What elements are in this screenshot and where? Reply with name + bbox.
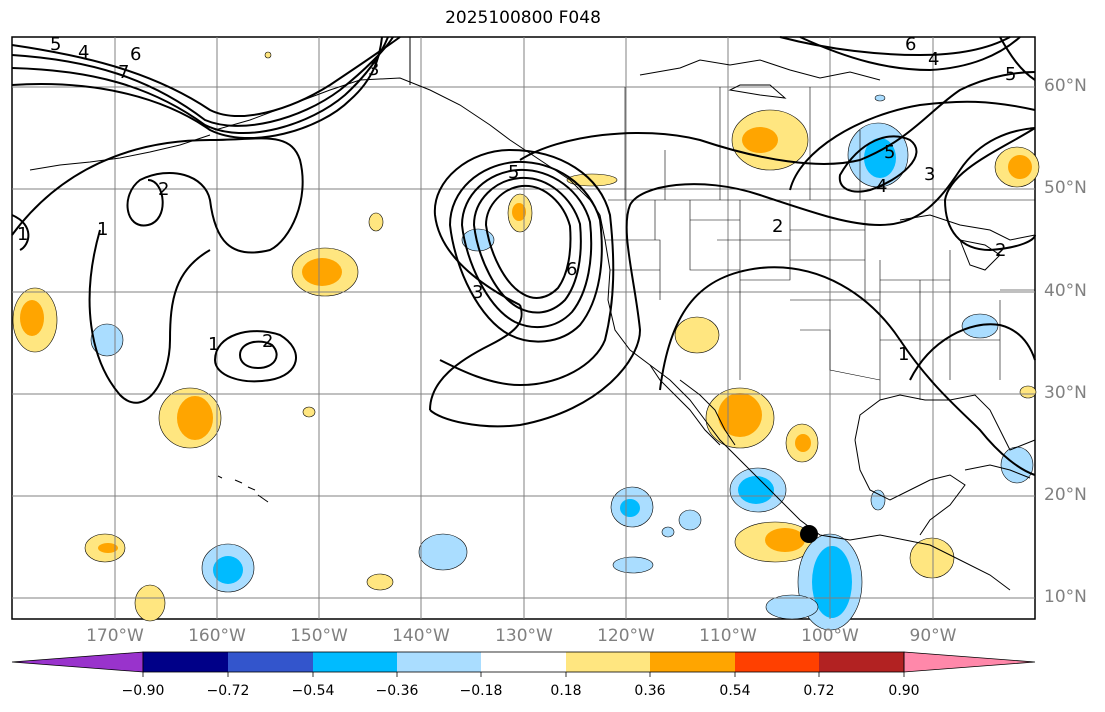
lon-label: 150°W bbox=[290, 626, 348, 646]
height-contours bbox=[11, 36, 1036, 476]
colorbar-tick-label: −0.36 bbox=[375, 683, 419, 699]
colorbar-tick-label: −0.54 bbox=[291, 683, 335, 699]
colorbar-segment bbox=[397, 652, 481, 672]
map-title: 2025100800 F048 bbox=[445, 8, 601, 28]
colorbar-tick-label: 0.90 bbox=[888, 683, 920, 699]
colorbar-segment bbox=[228, 652, 313, 672]
colorbar-tick-label: 0.72 bbox=[803, 683, 835, 699]
contour-label: 2 bbox=[158, 179, 169, 200]
lon-label: 170°W bbox=[86, 626, 144, 646]
lon-label: 160°W bbox=[188, 626, 246, 646]
colorbar-segment bbox=[650, 652, 735, 672]
contour-label: 4 bbox=[928, 49, 939, 70]
colorbar-segment bbox=[903, 651, 1036, 673]
contour-label: 6 bbox=[566, 259, 577, 280]
contour-label: 4 bbox=[876, 176, 887, 197]
lon-label: 120°W bbox=[597, 626, 655, 646]
lon-label: 100°W bbox=[801, 626, 859, 646]
lat-label: 60°N bbox=[1044, 76, 1087, 96]
shaded-anomalies bbox=[12, 51, 1040, 631]
colorbar-tick-label: 0.18 bbox=[550, 683, 582, 699]
contour-label: 2 bbox=[772, 216, 783, 237]
colorbar bbox=[11, 651, 1036, 677]
lat-label: 50°N bbox=[1044, 178, 1087, 198]
contour-label: 1 bbox=[898, 344, 909, 365]
colorbar-segment bbox=[735, 652, 819, 672]
colorbar-tick-label: 0.36 bbox=[634, 683, 666, 699]
lon-label: 140°W bbox=[392, 626, 450, 646]
colorbar-tick-label: −0.72 bbox=[206, 683, 250, 699]
lat-label: 30°N bbox=[1044, 383, 1087, 403]
contour-label: 2 bbox=[262, 331, 273, 352]
contour-label: 2 bbox=[995, 240, 1006, 261]
colorbar-segment bbox=[481, 652, 566, 672]
lon-label: 110°W bbox=[699, 626, 757, 646]
contour-label: 1 bbox=[17, 224, 28, 245]
colorbar-segment bbox=[313, 652, 397, 672]
colorbar-segment bbox=[819, 652, 904, 672]
contour-label: 3 bbox=[472, 282, 483, 303]
contour-label: 7 bbox=[118, 62, 129, 83]
contour-label: 5 bbox=[50, 34, 61, 55]
contour-label: 6 bbox=[905, 34, 916, 55]
lat-label: 10°N bbox=[1044, 587, 1087, 607]
colorbar-tick-label: 0.54 bbox=[719, 683, 751, 699]
colorbar-segment bbox=[143, 652, 228, 672]
colorbar-segment bbox=[11, 651, 144, 673]
contour-label: 3 bbox=[924, 164, 935, 185]
lon-label: 90°W bbox=[909, 626, 957, 646]
lat-label: 20°N bbox=[1044, 485, 1087, 505]
graticule bbox=[12, 37, 1035, 619]
contour-label: 4 bbox=[78, 42, 89, 63]
colorbar-tick-label: −0.90 bbox=[121, 683, 165, 699]
contour-label: 5 bbox=[1005, 64, 1016, 85]
contour-label: 1 bbox=[208, 334, 219, 355]
contour-label: 1 bbox=[97, 219, 108, 240]
state-borders bbox=[605, 87, 1035, 400]
colorbar-segment bbox=[566, 652, 650, 672]
contour-label: 6 bbox=[130, 44, 141, 65]
colorbar-tick-label: −0.18 bbox=[459, 683, 503, 699]
contour-label: 5 bbox=[884, 142, 895, 163]
lat-label: 40°N bbox=[1044, 281, 1087, 301]
lon-label: 130°W bbox=[495, 626, 553, 646]
contour-label: 5 bbox=[508, 162, 519, 183]
contour-label: 3 bbox=[368, 59, 379, 80]
location-marker bbox=[800, 525, 818, 543]
contour-labels: 1 1 1 2 2 2 3 3 4 4 5 5 5 6 6 7 1 2 3 4 … bbox=[17, 34, 1016, 365]
